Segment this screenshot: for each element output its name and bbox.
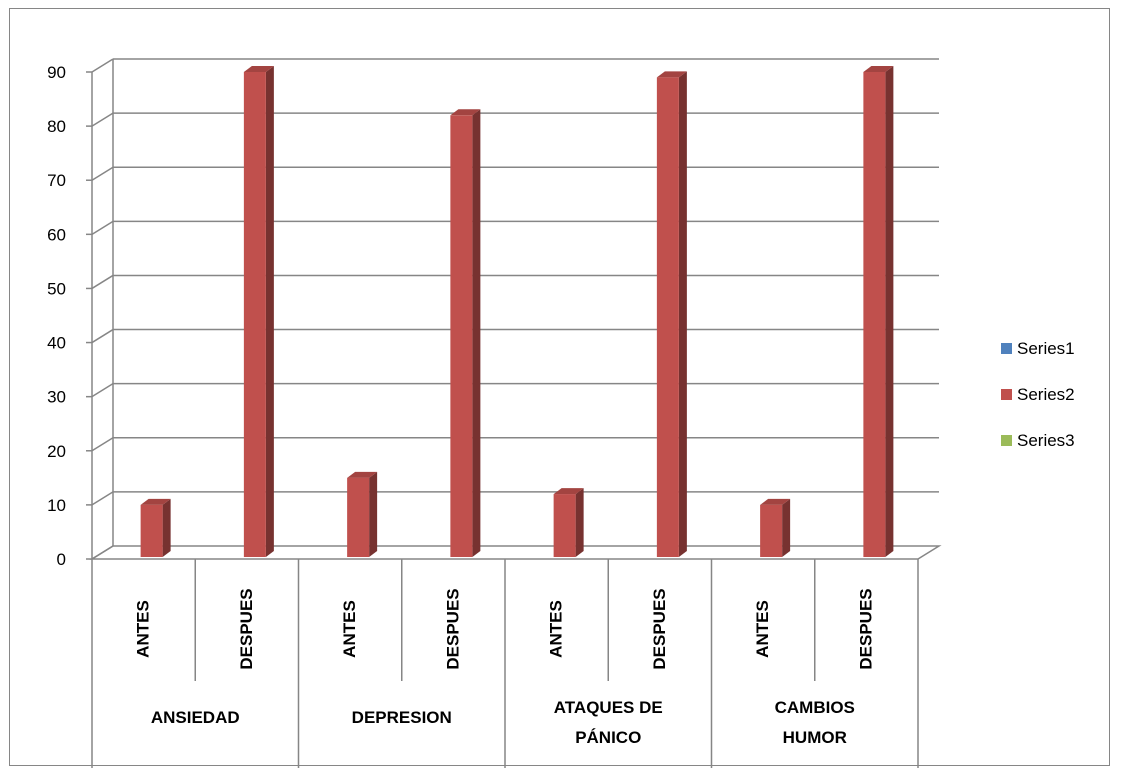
legend-label: Series2 [1017, 385, 1075, 404]
gridline-depth [91, 383, 114, 398]
bar-side [885, 66, 894, 557]
legend-label: Series1 [1017, 339, 1075, 358]
y-tick-label: 60 [47, 225, 66, 244]
bar-side [678, 71, 687, 558]
y-tick-label: 30 [47, 388, 66, 407]
bar-top [140, 498, 171, 505]
gridline-depth [91, 328, 114, 344]
y-tick-labels: 0 10 20 30 40 50 60 70 80 90 [47, 63, 66, 569]
bar [140, 504, 163, 557]
bar-side [369, 471, 378, 557]
bar-top [243, 66, 274, 72]
x-group-label: ATAQUES DE [554, 698, 663, 717]
bar-top [760, 498, 791, 505]
plot-back-walls [89, 59, 942, 560]
gridline-depth [91, 274, 114, 290]
x-category-labels: ANTES DESPUES ANTES DESPUES ANTES DESPUES ANTE… [134, 588, 876, 747]
x-sub-label: DESPUES [443, 588, 462, 669]
bar [760, 504, 783, 557]
bar [553, 494, 576, 557]
bar [863, 72, 886, 557]
gridline-depth [91, 112, 114, 127]
y-tick-label: 10 [47, 496, 66, 515]
bar [450, 115, 473, 558]
legend-label: Series3 [1017, 431, 1075, 450]
x-sub-label: ANTES [547, 600, 566, 658]
x-group-label: PÁNICO [575, 728, 641, 747]
bar-top [863, 66, 894, 72]
bar-top [656, 71, 687, 78]
bar-top [553, 488, 584, 495]
bar [347, 477, 370, 557]
x-sub-label: DESPUES [237, 588, 256, 669]
y-tick-label: 70 [47, 171, 66, 190]
y-tick-label: 40 [47, 334, 66, 353]
x-group-label: CAMBIOS [775, 698, 855, 717]
legend-swatch [1001, 435, 1012, 446]
x-group-label: HUMOR [783, 728, 847, 747]
plot-floor [89, 545, 942, 560]
y-tick-label: 50 [47, 279, 66, 298]
bar-top [347, 471, 378, 478]
bar-side [575, 488, 584, 557]
y-tick-label: 20 [47, 442, 66, 461]
gridline-depth [91, 545, 114, 560]
legend-swatch [1001, 389, 1012, 400]
gridlines [91, 58, 939, 560]
x-sub-label: ANTES [340, 600, 359, 658]
axes [86, 71, 919, 768]
bar-top [450, 109, 481, 116]
legend: Series1 Series2 Series3 [1001, 339, 1075, 450]
bar-side [265, 66, 274, 557]
bar-side [782, 498, 791, 557]
bars [140, 66, 894, 558]
y-tick-label: 80 [47, 117, 66, 136]
bar [656, 77, 679, 558]
chart-area [9, 8, 1110, 766]
bar-side [472, 109, 481, 558]
gridline-depth [91, 166, 114, 181]
y-tick-label: 0 [57, 550, 66, 569]
x-group-label: DEPRESION [352, 708, 452, 727]
bar-side [162, 498, 171, 557]
gridline-depth [91, 437, 114, 452]
gridline-depth [91, 220, 114, 235]
legend-swatch [1001, 343, 1012, 354]
x-group-label: ANSIEDAD [151, 708, 240, 727]
x-sub-label: DESPUES [650, 588, 669, 669]
bar [243, 72, 266, 557]
x-sub-label: ANTES [753, 600, 772, 658]
x-sub-label: DESPUES [856, 588, 875, 669]
gridline-depth [91, 491, 114, 506]
x-sub-label: ANTES [134, 600, 153, 658]
y-tick-label: 90 [47, 63, 66, 82]
gridline-depth [91, 58, 114, 73]
